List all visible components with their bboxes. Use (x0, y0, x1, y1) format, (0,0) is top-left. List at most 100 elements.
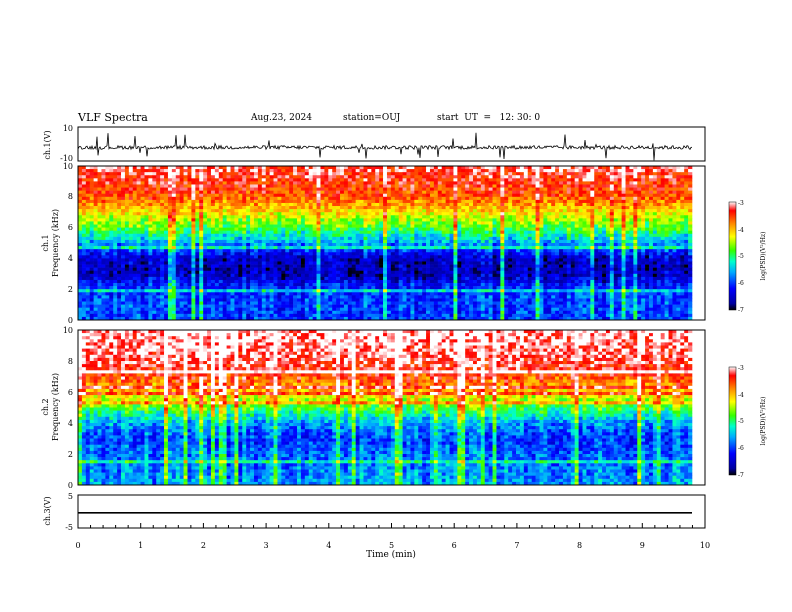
spectrogram-cell (450, 243, 454, 246)
spectrogram-cell (289, 218, 293, 221)
spectrogram-cell (254, 178, 258, 181)
spectrogram-cell (215, 184, 219, 187)
spectrogram-cell (219, 184, 223, 187)
spectrogram-cell (583, 240, 587, 243)
spectrogram-cell (375, 246, 379, 249)
spectrogram-cell (144, 243, 148, 246)
spectrogram-cell (547, 218, 551, 221)
spectrogram-cell (551, 246, 555, 249)
spectrogram-cell (391, 184, 395, 187)
spectrogram-cell (297, 243, 301, 246)
spectrogram-cell (657, 209, 661, 212)
spectrogram-cell (254, 218, 258, 221)
spectrogram-cell (86, 197, 90, 200)
spectrogram-cell (583, 252, 587, 255)
spectrogram-cell (262, 172, 266, 175)
spectrogram-cell (598, 228, 602, 231)
spectrogram-cell (172, 228, 176, 231)
spectrogram-cell (90, 246, 94, 249)
spectrogram-cell (113, 209, 117, 212)
spectrogram-cell (203, 191, 207, 194)
spectrogram-cell (477, 188, 481, 191)
spectrogram-cell (442, 231, 446, 234)
spectrogram-cell (457, 188, 461, 191)
spectrogram-cell (477, 206, 481, 209)
spectrogram-cell (129, 191, 133, 194)
spectrogram-cell (289, 206, 293, 209)
spectrogram-cell (672, 221, 676, 224)
spectrogram-cell (528, 169, 532, 172)
spectrogram-cell (446, 194, 450, 197)
spectrogram-cell (422, 215, 426, 218)
spectrogram-cell (141, 178, 145, 181)
spectrogram-cell (520, 252, 524, 255)
spectrogram-cell (473, 249, 477, 252)
spectrogram-cell (195, 255, 199, 258)
spectrogram-cell (211, 197, 215, 200)
spectrogram-cell (211, 225, 215, 228)
spectrogram-cell (614, 231, 618, 234)
spectrogram-cell (395, 166, 399, 169)
spectrogram-cell (141, 249, 145, 252)
spectrogram-cell (657, 221, 661, 224)
spectrogram-cell (309, 215, 313, 218)
spectrogram-cell (457, 249, 461, 252)
spectrogram-cell (555, 234, 559, 237)
spectrogram-cell (360, 200, 364, 203)
spectrogram-cell (211, 203, 215, 206)
spectrogram-cell (105, 178, 109, 181)
spectrogram-cell (422, 203, 426, 206)
spectrogram-cell (626, 209, 630, 212)
spectrogram-cell (473, 258, 477, 261)
spectrogram-cell (305, 243, 309, 246)
spectrogram-cell (86, 175, 90, 178)
spectrogram-cell (180, 209, 184, 212)
spectrogram-cell (512, 172, 516, 175)
spectrogram-cell (137, 231, 141, 234)
spectrogram-cell (571, 221, 575, 224)
spectrogram-cell (571, 215, 575, 218)
spectrogram-cell (680, 184, 684, 187)
spectrogram-cell (641, 197, 645, 200)
spectrogram-cell (270, 234, 274, 237)
spectrogram-cell (348, 166, 352, 169)
spectrogram-cell (301, 172, 305, 175)
spectrogram-cell (348, 228, 352, 231)
spectrogram-cell (500, 225, 504, 228)
spectrogram-cell (363, 231, 367, 234)
spectrogram-cell (461, 175, 465, 178)
spectrogram-cell (148, 258, 152, 261)
spectrogram-cell (442, 212, 446, 215)
spectrogram-cell (176, 197, 180, 200)
spectrogram-cell (223, 206, 227, 209)
spectrogram-cell (101, 221, 105, 224)
spectrogram-cell (469, 212, 473, 215)
spectrogram-cell (555, 240, 559, 243)
spectrogram-cell (403, 169, 407, 172)
spectrogram-cell (313, 215, 317, 218)
spectrogram-cell (328, 249, 332, 252)
spectrogram-cell (242, 243, 246, 246)
spectrogram-cell (383, 261, 387, 264)
spectrogram-cell (414, 228, 418, 231)
spectrogram-cell (426, 255, 430, 258)
spectrogram-cell (254, 206, 258, 209)
spectrogram-cell (539, 258, 543, 261)
spectrogram-cell (403, 249, 407, 252)
spectrogram-cell (367, 237, 371, 240)
spectrogram-cell (156, 249, 160, 252)
spectrogram-cell (176, 191, 180, 194)
spectrogram-cell (375, 231, 379, 234)
spectrogram-cell (520, 206, 524, 209)
spectrogram-cell (672, 243, 676, 246)
spectrogram-cell (614, 200, 618, 203)
spectrogram-cell (238, 169, 242, 172)
spectrogram-cell (477, 215, 481, 218)
spectrogram-cell (297, 191, 301, 194)
spectrogram-cell (168, 203, 172, 206)
spectrogram-cell (188, 206, 192, 209)
spectrogram-cell (137, 206, 141, 209)
spectrogram-cell (344, 172, 348, 175)
spectrogram-cell (113, 206, 117, 209)
spectrogram-cell (430, 218, 434, 221)
